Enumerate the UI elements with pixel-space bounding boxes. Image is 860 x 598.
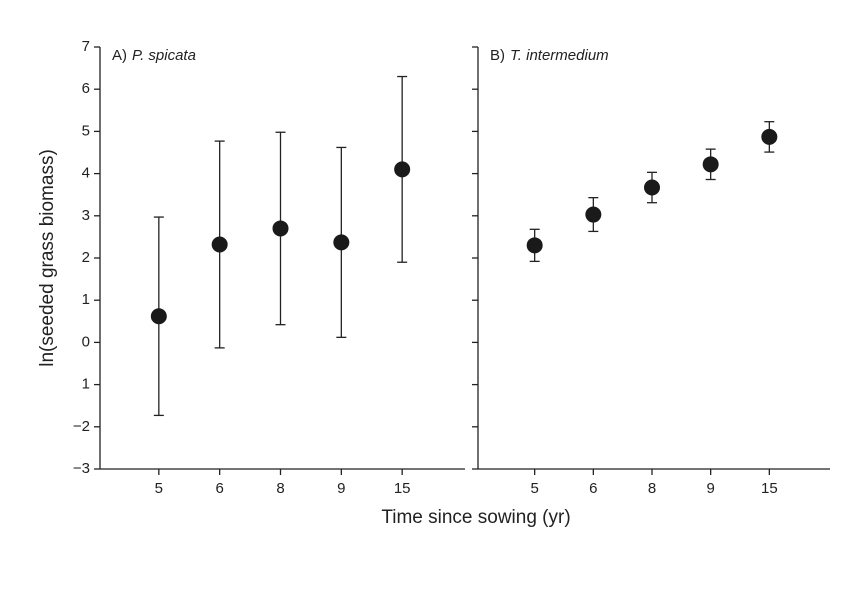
- y-tick-label: 0: [82, 333, 90, 350]
- y-tick-label: 5: [82, 122, 90, 139]
- y-tick-label: 4: [82, 165, 90, 182]
- point: [150, 308, 167, 325]
- y-tick-label: −3: [73, 460, 90, 477]
- x-tick-label: 5: [530, 480, 538, 497]
- x-tick-label: 8: [648, 480, 656, 497]
- point: [333, 234, 350, 251]
- y-axis-label: ln(seeded grass biomass): [37, 149, 58, 367]
- panel-title: A) P. spicata: [112, 47, 196, 64]
- point: [761, 128, 778, 145]
- species: T. intermedium: [510, 47, 609, 64]
- point: [526, 237, 543, 254]
- panel-title: B) T. intermedium: [490, 47, 609, 64]
- panel-label: A): [112, 47, 127, 64]
- point: [644, 179, 660, 196]
- y-tick-label: 6: [82, 80, 90, 97]
- x-tick-label: 6: [589, 480, 597, 497]
- y-tick-label: 7: [82, 38, 90, 55]
- y-tick-label: 3: [82, 207, 90, 224]
- point: [702, 156, 719, 173]
- x-tick-label: 8: [276, 480, 284, 497]
- point: [272, 220, 289, 237]
- y-tick-label: 1: [82, 376, 90, 393]
- y-tick-label: 2: [82, 249, 90, 266]
- x-tick-label: 9: [706, 480, 714, 497]
- species: P. spicata: [132, 47, 196, 64]
- x-tick-label: 6: [215, 480, 223, 497]
- y-tick-label: 1: [82, 291, 90, 308]
- y-tick-label: −2: [73, 418, 90, 435]
- x-tick-label: 9: [337, 480, 345, 497]
- x-tick-label: 15: [761, 480, 778, 497]
- point: [211, 236, 228, 253]
- x-tick-label: 15: [394, 480, 411, 497]
- point: [585, 206, 602, 223]
- panel-label: B): [490, 47, 505, 64]
- point: [394, 161, 411, 178]
- x-axis-label: Time since sowing (yr): [381, 507, 570, 528]
- x-tick-label: 5: [155, 480, 163, 497]
